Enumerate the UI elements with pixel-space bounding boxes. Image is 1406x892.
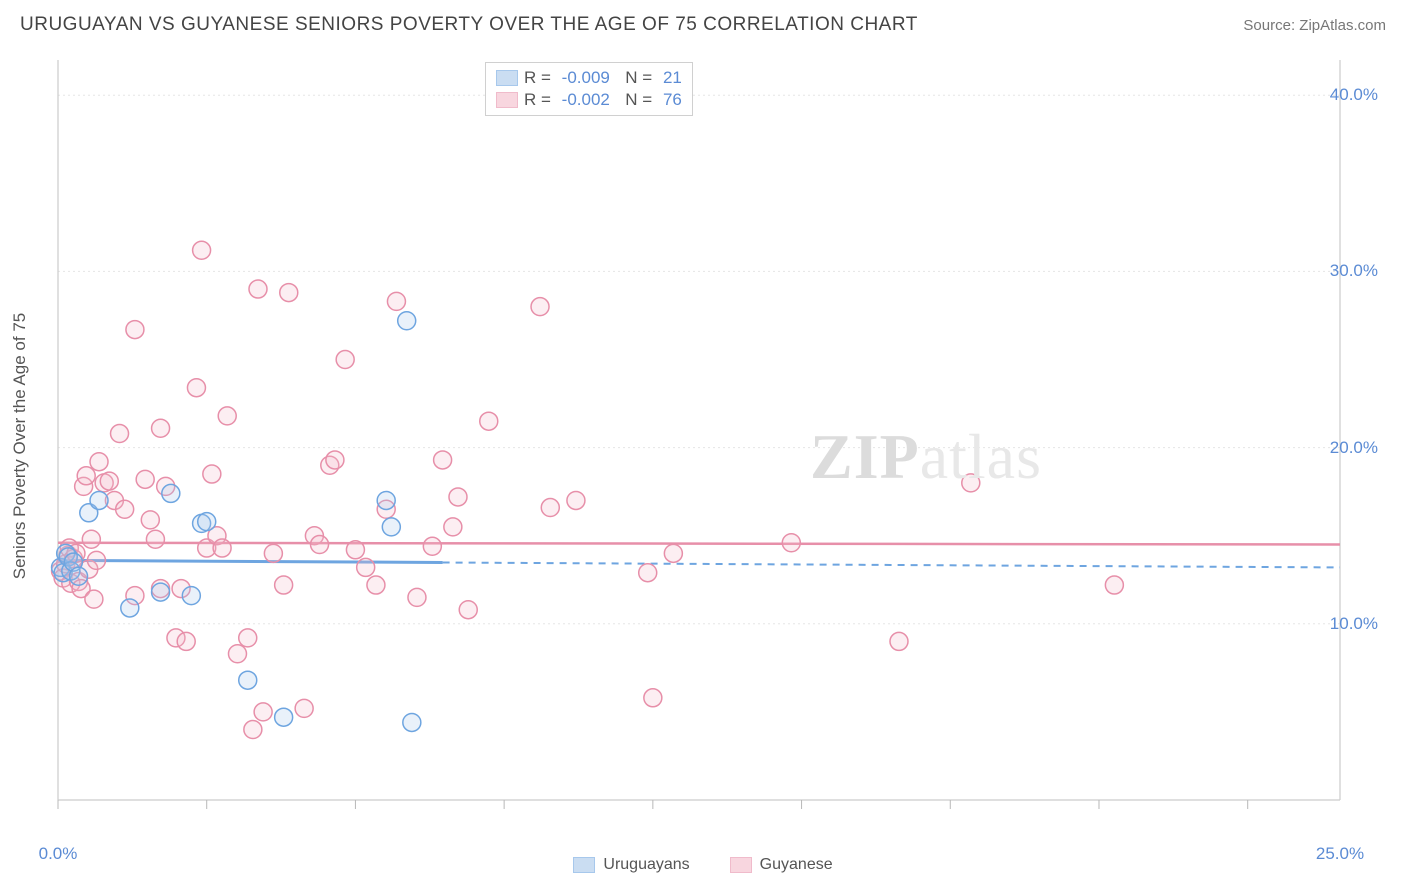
source-attribution: Source: ZipAtlas.com — [1243, 17, 1386, 34]
correlation-legend-row: R = -0.009 N = 21 — [496, 67, 682, 89]
legend-swatch — [496, 92, 518, 108]
y-tick-label: 10.0% — [1330, 614, 1378, 634]
y-tick-label: 30.0% — [1330, 261, 1378, 281]
y-tick-label: 20.0% — [1330, 438, 1378, 458]
chart-area: Seniors Poverty Over the Age of 75 ZIPat… — [50, 60, 1386, 832]
x-tick-label: 0.0% — [39, 844, 78, 864]
y-axis-label: Seniors Poverty Over the Age of 75 — [10, 313, 30, 579]
scatter-plot — [50, 60, 1386, 832]
y-tick-label: 40.0% — [1330, 85, 1378, 105]
x-tick-label: 25.0% — [1316, 844, 1364, 864]
x-axis-labels: 0.0%25.0% — [50, 844, 1386, 874]
correlation-legend: R = -0.009 N = 21 R = -0.002 N = 76 — [485, 62, 693, 116]
header: URUGUAYAN VS GUYANESE SENIORS POVERTY OV… — [0, 0, 1406, 46]
chart-title: URUGUAYAN VS GUYANESE SENIORS POVERTY OV… — [20, 14, 918, 36]
correlation-legend-row: R = -0.002 N = 76 — [496, 89, 682, 111]
legend-swatch — [496, 70, 518, 86]
